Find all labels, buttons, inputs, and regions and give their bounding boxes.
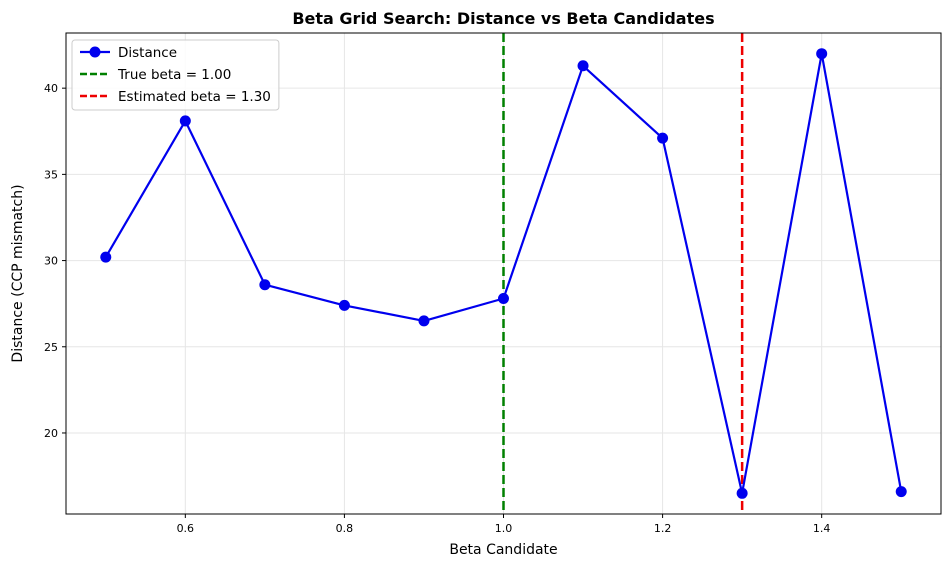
y-tick-label: 35 (44, 168, 58, 181)
x-axis-title: Beta Candidate (449, 542, 557, 558)
series-layer (100, 48, 907, 499)
x-tick-label: 1.2 (654, 522, 672, 535)
data-point (338, 299, 350, 311)
legend-label: Estimated beta = 1.30 (118, 89, 271, 105)
x-tick-label: 0.8 (336, 522, 354, 535)
data-point (816, 48, 828, 60)
data-point (498, 292, 509, 304)
chart-title: Beta Grid Search: Distance vs Beta Candi… (292, 9, 714, 28)
y-axis-title: Distance (CCP mismatch) (10, 184, 26, 362)
reference-lines (502, 33, 744, 514)
data-point (736, 487, 748, 499)
legend-box (71, 39, 280, 111)
legend-swatch-marker (89, 46, 101, 58)
y-axis-ticks: 20 25 30 35 40 (44, 82, 66, 440)
y-tick-label: 20 (44, 427, 58, 440)
y-tick-label: 25 (44, 341, 58, 354)
legend: Distance True beta = 1.00 Estimated beta =… (71, 39, 280, 111)
data-point (418, 315, 430, 327)
legend-entries: Distance True beta = 1.00 Estimated beta =… (80, 45, 271, 105)
legend-label: True beta = 1.00 (117, 67, 231, 83)
y-tick-label: 30 (44, 255, 58, 268)
x-tick-label: 1.0 (495, 522, 513, 535)
legend-label: Distance (118, 45, 177, 61)
data-point (259, 279, 271, 291)
x-axis-ticks: 0.6 0.8 1.0 1.2 1.4 (177, 514, 831, 535)
data-point (895, 486, 907, 498)
data-point (657, 132, 669, 144)
data-point (100, 251, 112, 263)
y-tick-label: 40 (44, 82, 58, 95)
x-tick-label: 0.6 (177, 522, 195, 535)
data-point (179, 115, 191, 127)
data-point (577, 60, 589, 72)
x-tick-label: 1.4 (813, 522, 831, 535)
